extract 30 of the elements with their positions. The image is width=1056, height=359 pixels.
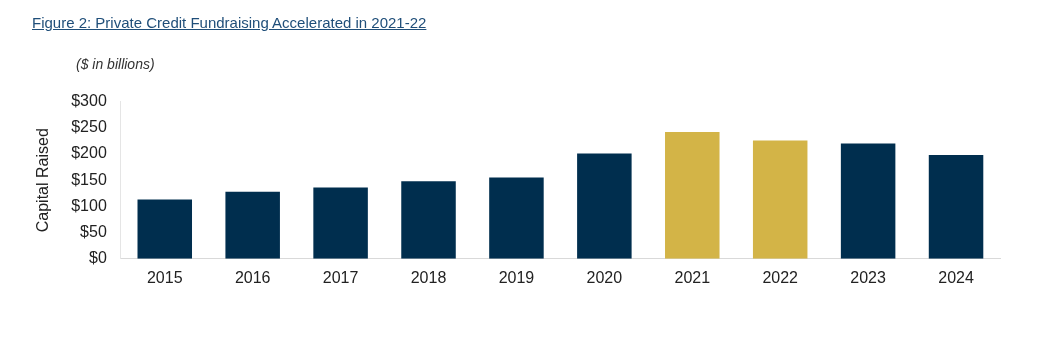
y-tick-label: $100	[71, 196, 107, 214]
y-tick-label: $250	[71, 118, 107, 136]
x-tick-label: 2015	[146, 268, 183, 286]
x-tick-label: 2023	[850, 268, 887, 286]
bar	[577, 153, 632, 259]
x-tick-label: 2017	[322, 268, 359, 286]
x-tick-label: 2020	[586, 268, 623, 286]
bar	[840, 143, 896, 259]
y-tick-label: $150	[71, 170, 107, 188]
x-tick-label: 2018	[410, 268, 447, 286]
bar	[313, 187, 368, 259]
bar	[401, 181, 456, 259]
bar	[928, 155, 984, 259]
bar	[752, 140, 808, 259]
y-tick-label: $0	[89, 249, 107, 267]
x-tick-label: 2016	[234, 268, 271, 286]
x-tick-label: 2019	[498, 268, 535, 286]
chart-subtitle: ($ in billions)	[76, 56, 155, 72]
bar	[137, 199, 193, 259]
y-tick-label: $200	[71, 144, 107, 162]
y-tick-label: $300	[71, 92, 107, 110]
bar	[489, 177, 544, 259]
y-axis-title: Capital Raised	[34, 128, 52, 233]
bar	[225, 191, 280, 259]
x-tick-label: 2024	[938, 268, 974, 286]
x-tick-label: 2021	[674, 268, 711, 286]
bar	[665, 131, 720, 259]
chart-title: Figure 2: Private Credit Fundraising Accelerated in 2021-22	[32, 14, 427, 31]
x-tick-label: 2022	[762, 268, 799, 286]
y-tick-label: $50	[80, 223, 107, 241]
